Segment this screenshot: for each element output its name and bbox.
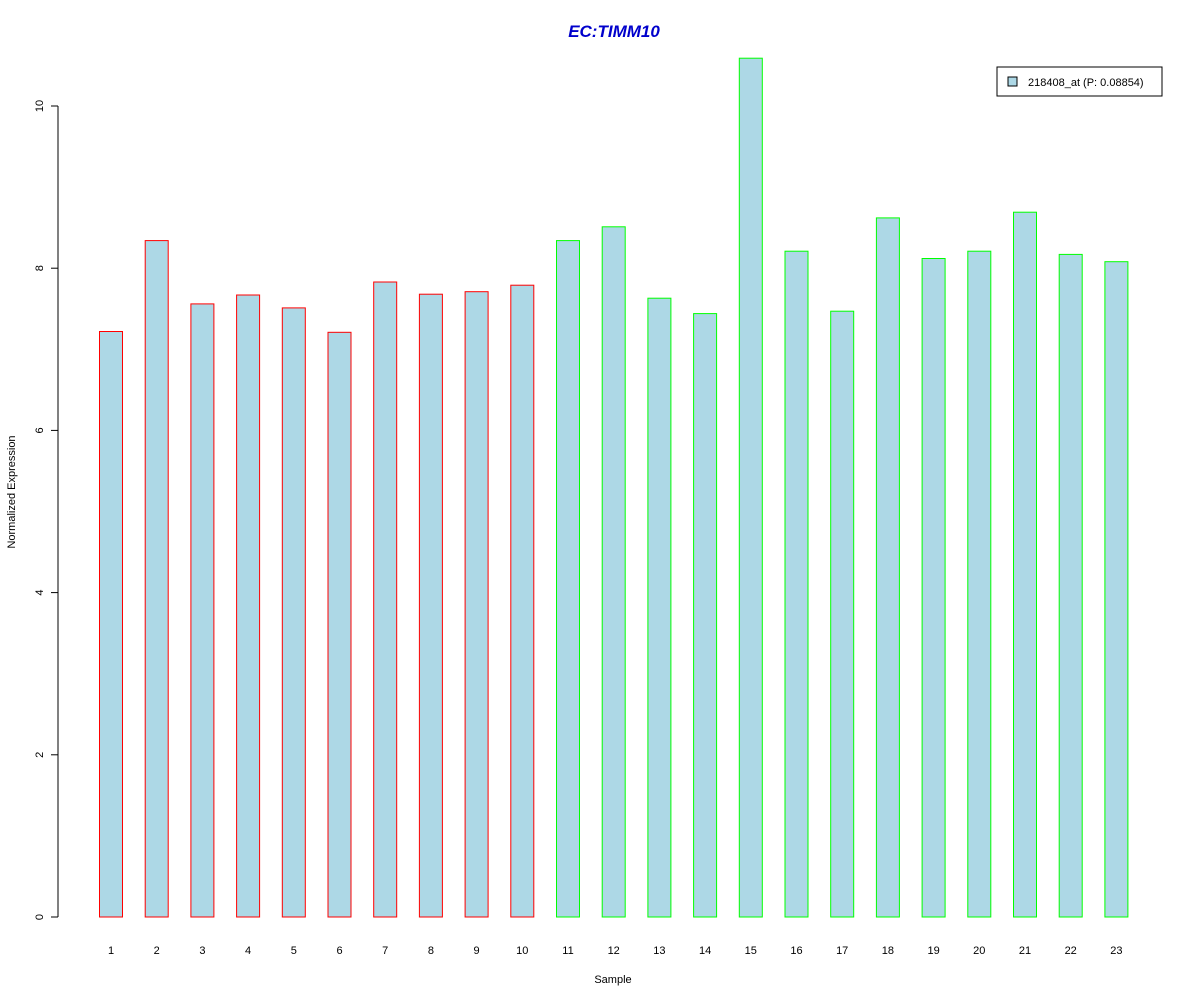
bar-sample-18	[875, 217, 900, 918]
x-tick-label: 23	[1110, 945, 1122, 957]
y-tick-label: 6	[34, 427, 46, 433]
x-tick-label: 9	[474, 945, 480, 957]
x-tick-label: 11	[562, 945, 573, 957]
x-tick-label: 3	[199, 945, 205, 957]
bar-sample-6	[327, 331, 352, 918]
bars	[99, 57, 1129, 918]
bar-sample-20	[967, 250, 992, 918]
x-tick-label: 8	[428, 945, 434, 957]
bar-sample-4	[236, 294, 261, 918]
x-tick-label: 15	[745, 945, 757, 957]
legend: 218408_at (P: 0.08854)	[996, 66, 1163, 97]
bar-sample-13	[647, 297, 672, 918]
bar-sample-14	[693, 313, 718, 918]
bar-sample-19	[921, 258, 946, 918]
bar-sample-15	[738, 57, 763, 918]
x-tick-label: 19	[927, 945, 939, 957]
bar-sample-7	[373, 281, 398, 918]
x-tick-label: 1	[108, 945, 114, 957]
legend-box	[996, 66, 1163, 97]
x-tick-label: 14	[699, 945, 711, 957]
x-tick-label: 12	[608, 945, 620, 957]
x-tick-label: 22	[1065, 945, 1077, 957]
bar-sample-22	[1058, 253, 1083, 918]
bar-sample-5	[281, 307, 306, 918]
x-tick-label: 20	[973, 945, 985, 957]
x-tick-label: 21	[1019, 945, 1031, 957]
x-tick-label: 17	[836, 945, 848, 957]
legend-entry: 218408_at (P: 0.08854)	[1028, 77, 1144, 89]
bar-sample-21	[1013, 211, 1037, 918]
y-tick-label: 10	[34, 100, 46, 112]
bar-sample-8	[418, 293, 443, 918]
bar-sample-17	[830, 310, 855, 918]
x-tick-label: 6	[336, 945, 342, 957]
bar-sample-10	[510, 284, 535, 918]
y-tick-label: 4	[34, 590, 46, 596]
bar-sample-2	[144, 240, 169, 918]
x-tick-label: 18	[882, 945, 894, 957]
x-tick-label: 5	[291, 945, 297, 957]
x-tick-labels: 1 2 3 4 5 6 7 8 9 10 11 12 13 14 15 16 17 18 19 20 21 22 23	[108, 945, 1123, 957]
bar-sample-9	[464, 291, 489, 918]
bar-sample-23	[1104, 261, 1129, 918]
bar-sample-11	[556, 240, 580, 918]
bar-sample-12	[601, 226, 626, 918]
bar-sample-16	[784, 250, 809, 918]
y-axis-label: Normalized Expression	[6, 435, 18, 548]
x-tick-label: 13	[653, 945, 665, 957]
y-tick-label: 8	[34, 265, 46, 271]
bar-sample-3	[190, 303, 215, 918]
x-tick-label: 10	[516, 945, 528, 957]
x-tick-label: 7	[382, 945, 388, 957]
x-tick-label: 4	[245, 945, 251, 957]
y-tick-label: 2	[34, 752, 46, 758]
bar-sample-1	[99, 331, 123, 918]
x-tick-label: 16	[790, 945, 802, 957]
y-tick-label: 0	[34, 914, 46, 920]
legend-swatch	[1007, 76, 1018, 87]
chart-title: EC:TIMM10	[568, 22, 660, 41]
x-tick-label: 2	[154, 945, 160, 957]
y-axis: 0 2 4 6 8 10	[34, 100, 59, 920]
x-axis-label: Sample	[594, 974, 631, 986]
